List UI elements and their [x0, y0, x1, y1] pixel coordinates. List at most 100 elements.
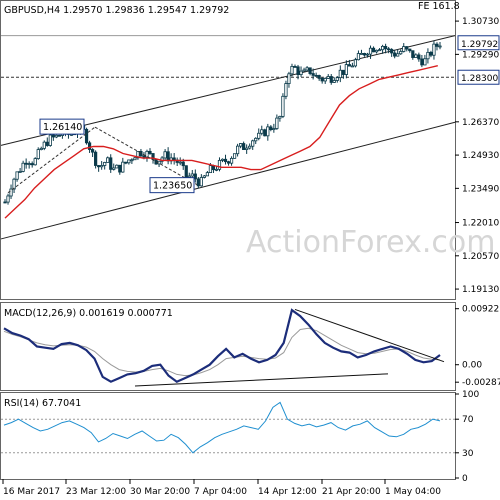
price-title: GBPUSD,H4 1.29570 1.29836 1.29547 1.2979… — [4, 5, 229, 16]
candle-body — [202, 175, 206, 178]
candle-body — [308, 67, 312, 74]
rsi-line — [3, 401, 441, 454]
x-tick-label: 14 Apr 12:00 — [258, 487, 317, 497]
candle-body — [84, 128, 89, 144]
candle-body — [91, 149, 95, 153]
candle-body — [30, 163, 34, 166]
candle-body — [420, 58, 424, 66]
candle-body — [133, 157, 137, 161]
candle-body — [362, 52, 367, 56]
macd-y-axis: 0.009227 0.00 -0.002879 — [455, 305, 500, 388]
candle-body — [248, 145, 252, 149]
candle-body — [106, 157, 110, 163]
candle-body — [217, 159, 222, 170]
reference-lines — [1, 35, 455, 78]
price-y-tick-label: 1.22010 — [462, 219, 499, 229]
candle-body — [423, 58, 427, 66]
price-y-axis: 1.30730 1.29290 1.26370 1.24930 1.23490 1.220… — [455, 17, 500, 295]
candle-body — [296, 66, 300, 76]
candle-body — [208, 165, 213, 174]
macd-y-tick-label: 0.009227 — [462, 305, 500, 315]
candle-body — [187, 175, 191, 178]
candle-body — [402, 46, 406, 52]
x-tick-label: 7 Apr 04:00 — [194, 487, 247, 497]
rsi-title: RSI(14) 67.7041 — [4, 398, 81, 409]
candle-body — [260, 129, 264, 134]
candle-body — [399, 51, 403, 55]
candle-body — [272, 128, 276, 131]
annotation-label: 1.26140 — [43, 122, 82, 133]
price-panel: ActionForex.com 1.26140 1.23650 GBPUSD,H4… — [0, 0, 495, 300]
watermark: ActionForex.com — [246, 225, 495, 260]
candle-body — [121, 161, 125, 173]
candle-body — [293, 66, 297, 68]
candle-body — [193, 173, 197, 180]
candle-body — [18, 171, 22, 173]
channel-line — [0, 121, 456, 240]
price-tag-box — [457, 69, 500, 85]
x-tick-label: 30 Mar 20:00 — [130, 487, 190, 497]
candle-body — [311, 73, 315, 76]
candle-body — [139, 151, 143, 157]
candle-body — [275, 117, 279, 129]
candle-body — [263, 129, 267, 137]
candle-body — [199, 177, 203, 187]
candle-body — [435, 43, 439, 47]
macd-y-tick-label: -0.002879 — [462, 378, 500, 388]
candle-body — [347, 64, 351, 67]
candle-body — [232, 153, 237, 159]
candle-body — [278, 115, 282, 119]
candle-body — [239, 143, 243, 147]
candle-body — [166, 151, 170, 162]
candle-body — [112, 167, 116, 170]
price-y-tick-label: 1.20570 — [462, 252, 499, 262]
candle-body — [9, 188, 13, 197]
candle-body — [45, 141, 49, 146]
candle-body — [254, 137, 258, 142]
candle-body — [353, 59, 358, 67]
macd-y-tick-label: 0.00 — [462, 361, 482, 371]
candle-body — [184, 165, 188, 178]
candle-body — [257, 132, 261, 139]
candle-body — [396, 53, 400, 57]
price-y-tick-label: 1.30730 — [462, 17, 499, 27]
macd-trendlines — [134, 308, 445, 387]
rsi-panel: RSI(14) 67.7041 — [0, 392, 456, 480]
candle-body — [245, 147, 249, 151]
macd-title: MACD(12,26,9) 0.001619 0.000771 — [4, 308, 173, 319]
candle-body — [48, 134, 52, 146]
candle-body — [411, 50, 415, 58]
candle-body — [344, 64, 348, 75]
candle-body — [163, 151, 167, 159]
candle-body — [432, 43, 436, 56]
candle-body — [281, 95, 285, 117]
candle-body — [417, 54, 421, 60]
candle-body — [326, 76, 330, 79]
annotation-box — [39, 118, 85, 135]
candle-body — [21, 162, 25, 172]
ema-line — [4, 65, 438, 219]
candle-body — [302, 69, 306, 72]
rsi-y-tick-label: 70 — [462, 415, 474, 425]
candle-body — [320, 77, 324, 82]
candle-body — [103, 162, 107, 166]
candle-body — [332, 80, 336, 83]
x-tick-label: 16 Mar 2017 — [3, 487, 60, 497]
candle-body — [42, 141, 46, 149]
candle-body — [51, 134, 55, 138]
candle-body — [24, 162, 28, 165]
candle-body — [426, 51, 430, 60]
candle-body — [115, 164, 119, 169]
candle-body — [405, 46, 409, 50]
candle-body — [220, 158, 225, 161]
candle-body — [414, 54, 418, 58]
candle-body — [181, 161, 185, 167]
candle-body — [377, 49, 382, 52]
annotation-connector — [94, 126, 198, 186]
candle-body — [387, 48, 391, 51]
price-y-tick-label: 1.23490 — [462, 184, 499, 194]
candle-body — [381, 45, 385, 51]
candle-body — [87, 142, 92, 150]
candle-body — [269, 126, 273, 131]
